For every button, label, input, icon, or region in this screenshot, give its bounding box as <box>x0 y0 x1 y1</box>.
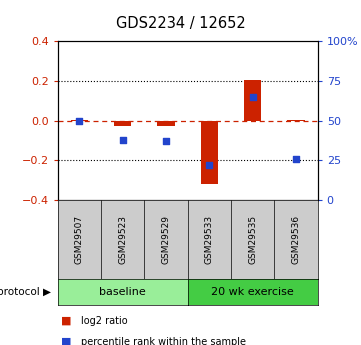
Text: ■: ■ <box>61 316 72 326</box>
Text: protocol ▶: protocol ▶ <box>0 287 51 297</box>
Point <box>163 139 169 144</box>
Bar <box>287 120 305 121</box>
Bar <box>201 121 218 184</box>
Text: ■: ■ <box>61 337 72 345</box>
Bar <box>244 80 261 121</box>
Point <box>293 156 299 161</box>
Bar <box>157 121 175 126</box>
Text: GSM29536: GSM29536 <box>292 215 300 264</box>
Bar <box>71 120 88 121</box>
Text: GSM29533: GSM29533 <box>205 215 214 264</box>
Point <box>206 162 212 168</box>
Point <box>250 94 256 100</box>
Text: baseline: baseline <box>99 287 146 297</box>
Text: GSM29523: GSM29523 <box>118 215 127 264</box>
Point <box>120 137 126 142</box>
Text: percentile rank within the sample: percentile rank within the sample <box>81 337 246 345</box>
Bar <box>114 121 131 126</box>
Text: GSM29535: GSM29535 <box>248 215 257 264</box>
Text: GDS2234 / 12652: GDS2234 / 12652 <box>116 16 245 30</box>
Text: GSM29507: GSM29507 <box>75 215 84 264</box>
Point <box>77 118 82 124</box>
Text: GSM29529: GSM29529 <box>162 215 170 264</box>
Text: log2 ratio: log2 ratio <box>81 316 128 326</box>
Text: 20 wk exercise: 20 wk exercise <box>211 287 294 297</box>
